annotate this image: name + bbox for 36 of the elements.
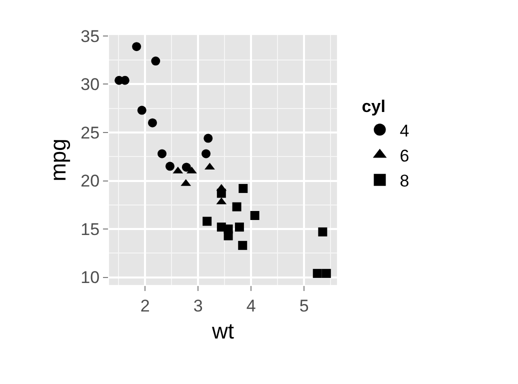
point (202, 216, 212, 226)
x-tick-label: 2 (140, 296, 150, 316)
legend-label: 8 (400, 171, 410, 190)
legend-label: 4 (400, 121, 410, 140)
x-axis-title: wt (211, 318, 234, 344)
point (132, 42, 142, 52)
point (151, 56, 160, 66)
point (322, 268, 331, 278)
point (202, 149, 211, 158)
point (182, 162, 191, 172)
y-axis-title: mpg (45, 138, 70, 182)
y-tick-label: 10 (80, 268, 100, 288)
point (165, 162, 174, 171)
point (216, 188, 226, 198)
point (148, 118, 157, 128)
point (232, 202, 242, 212)
point (238, 184, 248, 193)
point (224, 224, 233, 234)
x-tick-label: 3 (193, 296, 203, 316)
x-tick-label: 4 (246, 296, 256, 316)
point (158, 149, 167, 158)
y-tick-label: 25 (80, 123, 100, 142)
y-tick-label: 15 (80, 220, 100, 239)
legend-label: 6 (400, 146, 410, 166)
point (137, 106, 146, 115)
legend-title: cyl (362, 97, 386, 116)
point (312, 268, 322, 278)
point (238, 240, 248, 250)
y-tick-label: 30 (80, 75, 100, 94)
point (318, 227, 328, 236)
y-tick-label: 20 (80, 172, 100, 191)
point (204, 134, 213, 143)
y-tick-label: 35 (80, 26, 100, 46)
point (250, 211, 260, 220)
point (234, 222, 244, 232)
x-tick-label: 5 (299, 296, 309, 316)
